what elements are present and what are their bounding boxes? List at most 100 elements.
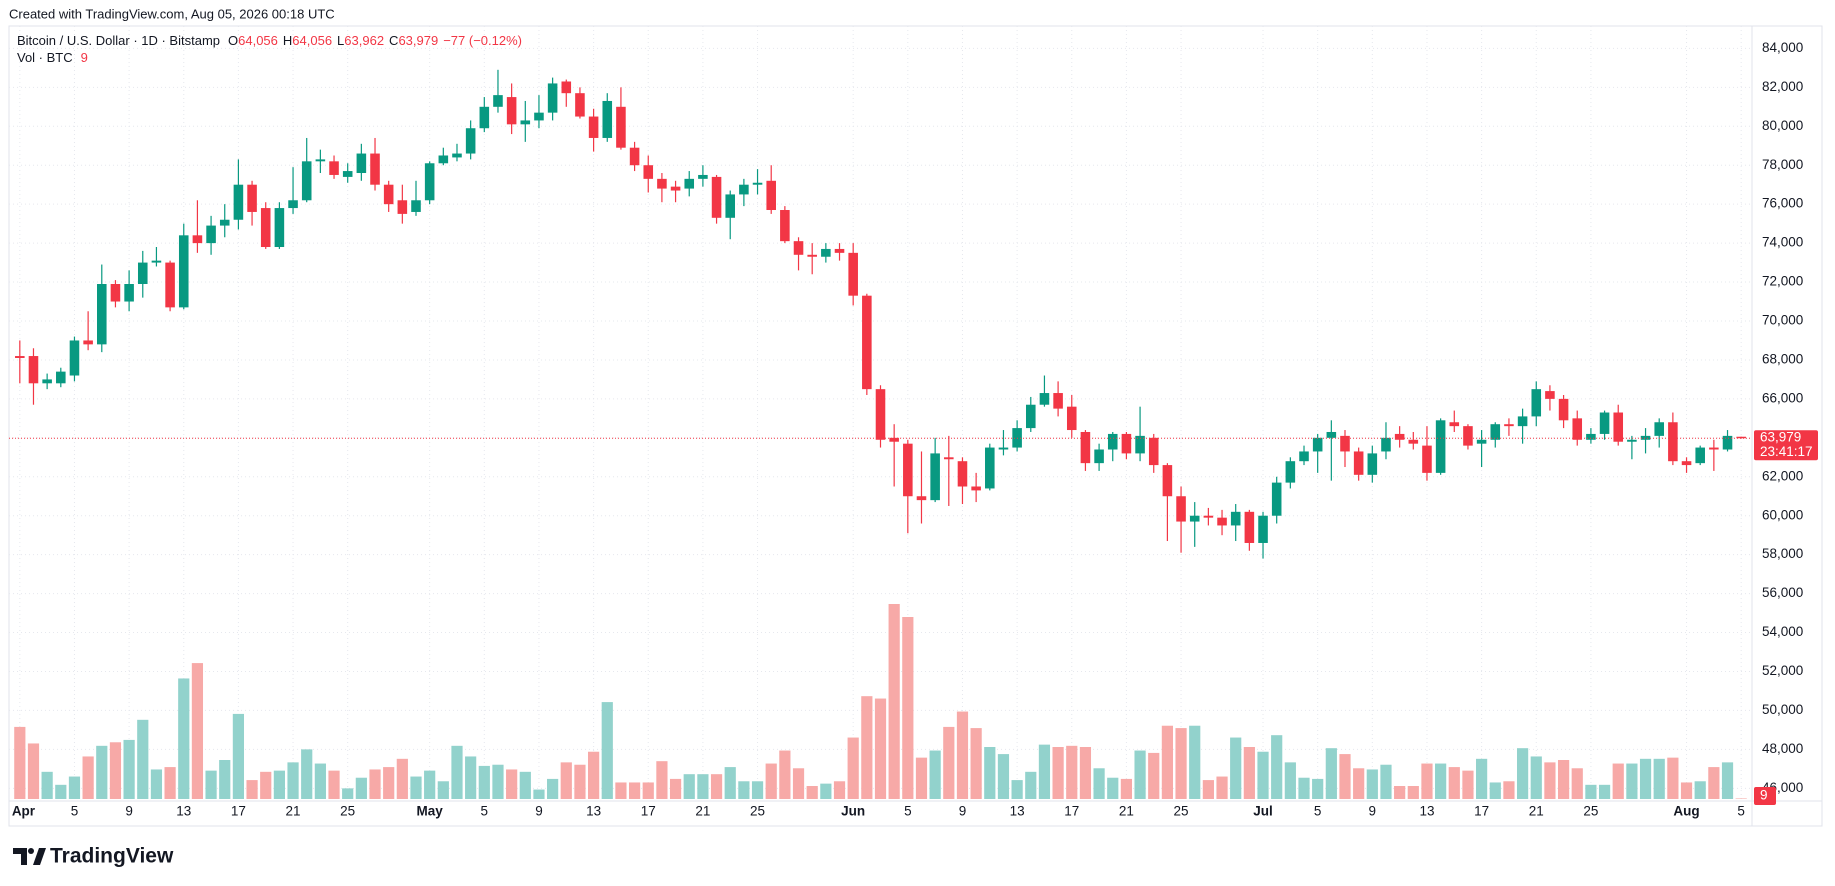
volume-bar (1052, 747, 1064, 799)
volume-bar (96, 745, 108, 799)
candle-body (1435, 420, 1446, 473)
candle-body (301, 161, 312, 201)
last-price-label: 63,979 (1760, 429, 1801, 444)
y-tick-label: 66,000 (1762, 390, 1803, 405)
candle-body (1353, 451, 1364, 475)
candle-body (438, 155, 449, 164)
candle-body (124, 284, 134, 302)
volume-bar (1476, 758, 1488, 799)
y-tick-label: 48,000 (1762, 741, 1803, 756)
candle-body (1736, 436, 1746, 439)
volume-bar (150, 769, 163, 799)
candle-body (575, 93, 585, 117)
volume-bar (1202, 780, 1214, 799)
candle-pane (9, 69, 1752, 559)
candle-body (424, 163, 435, 201)
candle-body (534, 112, 544, 121)
x-tick-label: 5 (1314, 804, 1322, 819)
candle-body (520, 120, 531, 125)
x-tick-label: 21 (1119, 804, 1134, 819)
volume-bar (779, 750, 791, 799)
volume-bar (424, 770, 436, 799)
x-tick-label: 5 (71, 804, 79, 819)
candle-body (411, 200, 421, 212)
candle-body (1709, 447, 1719, 450)
candle-body (1449, 422, 1460, 427)
candle-body (1053, 393, 1063, 409)
volume-bar (82, 756, 94, 799)
y-tick-label: 78,000 (1762, 157, 1803, 172)
x-tick-label: May (417, 804, 444, 819)
candle-body (110, 284, 121, 302)
volume-bar (1271, 735, 1283, 799)
volume-bar (1148, 752, 1160, 799)
candle-body (137, 262, 148, 284)
candle-body (56, 371, 66, 384)
candle-body (1572, 418, 1583, 440)
candle-body (274, 208, 285, 248)
volume-bar (642, 782, 654, 799)
volume-bar (547, 778, 559, 799)
volume-bar (820, 783, 832, 799)
volume-bar (1667, 757, 1679, 799)
candle-body (506, 97, 517, 125)
volume-bar (588, 751, 600, 799)
volume-bar (1161, 725, 1173, 799)
x-tick-label: Jul (1253, 804, 1273, 819)
volume-bar (1612, 763, 1624, 799)
volume-bar (369, 769, 381, 799)
volume-bar (792, 768, 805, 799)
volume-bar (1325, 748, 1337, 799)
candle-body (83, 340, 93, 345)
candle-body (752, 182, 763, 185)
candle-body (862, 295, 872, 390)
volume-bar (68, 776, 81, 799)
volume-bar (1380, 764, 1392, 799)
x-tick-label: 17 (641, 804, 656, 819)
volume-bar (109, 742, 122, 799)
y-tick-label: 70,000 (1762, 313, 1803, 328)
volume-bar (806, 786, 818, 799)
y-tick-label: 54,000 (1762, 624, 1803, 639)
candle-body (493, 95, 503, 107)
volume-bar (683, 774, 695, 799)
y-tick-label: 52,000 (1762, 663, 1803, 678)
candle-body (670, 186, 681, 191)
candle-body (233, 184, 244, 220)
candle-body (793, 241, 804, 255)
candle-body (465, 128, 476, 154)
volume-bar (738, 781, 750, 799)
y-tick-label: 72,000 (1762, 274, 1803, 289)
last-price-box (1754, 430, 1818, 461)
y-tick-label: 56,000 (1762, 585, 1803, 600)
volume-bar (1407, 786, 1419, 799)
candle-body (151, 260, 162, 263)
y-tick-label: 62,000 (1762, 468, 1803, 483)
candle-body (219, 219, 230, 226)
candle-body (1681, 461, 1692, 466)
candle-body (42, 379, 52, 384)
volume-bar (560, 762, 572, 799)
candle-body (684, 178, 695, 189)
candle-body (69, 340, 80, 376)
candle-body (998, 447, 1009, 450)
volume-bar (519, 771, 531, 799)
candle-body (875, 389, 886, 440)
volume-bar (137, 719, 149, 799)
volume-bar (123, 739, 135, 799)
volume-bar (1653, 758, 1665, 799)
candle-body (643, 165, 654, 179)
candle-body (1599, 412, 1610, 434)
candle-body (356, 153, 367, 174)
volume-bar (1107, 777, 1119, 799)
candle-body (780, 210, 790, 242)
volume-bar (669, 778, 682, 799)
volume-bar (273, 770, 285, 799)
x-tick-label: 25 (1174, 804, 1189, 819)
volume-bar (710, 774, 723, 799)
candle-body (1189, 515, 1200, 522)
y-tick-label: 58,000 (1762, 546, 1803, 561)
x-tick-label: 21 (286, 804, 301, 819)
candle-body (588, 116, 599, 138)
volume-bar (328, 770, 340, 799)
